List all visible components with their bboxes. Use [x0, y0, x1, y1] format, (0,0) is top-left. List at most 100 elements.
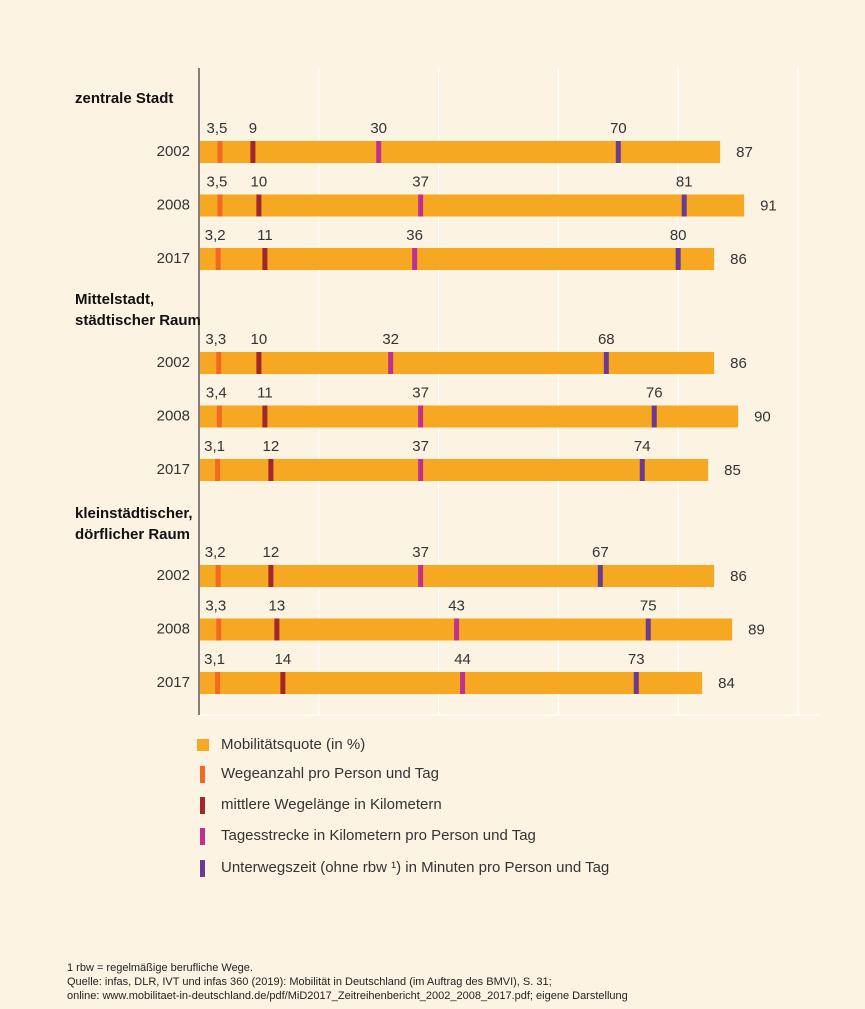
marker	[603, 352, 609, 374]
group-label: kleinstädtischer,	[75, 505, 193, 522]
legend-label: mittlere Wegelänge in Kilometern	[221, 796, 442, 813]
marker	[412, 248, 418, 270]
group-label: zentrale Stadt	[75, 90, 173, 107]
marker	[418, 194, 424, 217]
group-label: städtischer Raum	[75, 312, 201, 329]
value-label: 67	[592, 544, 609, 561]
value-label: 86	[730, 568, 747, 585]
legend-swatch	[197, 739, 209, 751]
marker	[418, 405, 424, 428]
value-label: 3,3	[205, 331, 226, 348]
marker	[280, 672, 286, 694]
marker	[262, 405, 268, 428]
value-label: 30	[370, 120, 387, 137]
value-label: 90	[754, 408, 771, 425]
value-label: 84	[718, 675, 735, 692]
bar	[200, 352, 715, 374]
marker	[250, 141, 256, 163]
value-label: 12	[263, 544, 280, 561]
value-label: 86	[730, 251, 747, 268]
bar	[200, 618, 733, 641]
value-label: 11	[257, 227, 273, 244]
group-label: dörflicher Raum	[75, 526, 190, 543]
marker	[216, 405, 222, 428]
y-tick-label: 2017	[157, 250, 190, 267]
bar	[200, 459, 709, 481]
value-label: 70	[610, 120, 627, 137]
value-label: 3,2	[205, 544, 226, 561]
marker	[215, 672, 221, 694]
value-label: 3,1	[204, 651, 225, 668]
value-label: 36	[406, 227, 423, 244]
value-label: 11	[257, 384, 273, 401]
value-label: 3,2	[205, 227, 226, 244]
marker	[460, 672, 466, 694]
marker	[268, 459, 274, 481]
value-label: 37	[412, 173, 429, 190]
marker	[216, 618, 222, 641]
value-label: 3,4	[206, 384, 227, 401]
marker	[217, 141, 223, 163]
legend-swatch	[200, 828, 205, 845]
value-label: 43	[448, 597, 465, 614]
value-label: 81	[676, 173, 693, 190]
y-tick-label: 2008	[157, 407, 190, 424]
y-tick-label: 2002	[157, 354, 190, 371]
y-tick-label: 2017	[157, 461, 190, 478]
value-label: 3,3	[205, 597, 226, 614]
bar	[200, 194, 745, 217]
legend-swatch	[200, 860, 205, 877]
value-label: 80	[670, 227, 687, 244]
marker	[645, 618, 651, 641]
value-label: 13	[269, 597, 286, 614]
marker	[454, 618, 460, 641]
value-label: 85	[724, 462, 741, 479]
legend-swatch	[200, 797, 205, 814]
value-label: 3,5	[207, 173, 228, 190]
marker	[418, 565, 424, 587]
value-label: 44	[454, 651, 471, 668]
y-tick-label: 2002	[157, 143, 190, 160]
value-label: 89	[748, 621, 765, 638]
marker	[268, 565, 274, 587]
value-label: 3,5	[207, 120, 228, 137]
legend-label: Mobilitätsquote (in %)	[221, 736, 365, 753]
bar	[200, 248, 715, 270]
value-label: 14	[275, 651, 292, 668]
group-label: Mittelstadt,	[75, 291, 154, 308]
marker	[615, 141, 621, 163]
marker	[651, 405, 657, 428]
value-label: 73	[628, 651, 645, 668]
value-label: 37	[412, 384, 429, 401]
marker	[376, 141, 382, 163]
marker	[633, 672, 639, 694]
legend-label: Wegeanzahl pro Person und Tag	[221, 765, 439, 782]
value-label: 87	[736, 144, 753, 161]
value-label: 9	[249, 120, 257, 137]
value-label: 86	[730, 355, 747, 372]
value-label: 75	[640, 597, 657, 614]
bar	[200, 405, 739, 428]
marker	[217, 194, 223, 217]
y-tick-label: 2008	[157, 620, 190, 637]
marker	[262, 248, 268, 270]
footnote: 1 rbw = regelmäßige berufliche Wege.	[67, 962, 253, 974]
marker	[256, 194, 262, 217]
value-label: 10	[251, 331, 268, 348]
marker	[388, 352, 394, 374]
marker	[274, 618, 280, 641]
legend-label: Unterwegszeit (ohne rbw ¹) in Minuten pr…	[221, 859, 609, 876]
footnote: Quelle: infas, DLR, IVT und infas 360 (2…	[67, 976, 552, 988]
value-label: 37	[412, 438, 429, 455]
bar	[200, 565, 715, 587]
legend-label: Tagesstrecke in Kilometern pro Person un…	[221, 827, 536, 844]
marker	[215, 459, 221, 481]
value-label: 10	[251, 173, 268, 190]
value-label: 37	[412, 544, 429, 561]
bar	[200, 141, 721, 163]
marker	[597, 565, 603, 587]
footnote: online: www.mobilitaet-in-deutschland.de…	[67, 990, 628, 1002]
